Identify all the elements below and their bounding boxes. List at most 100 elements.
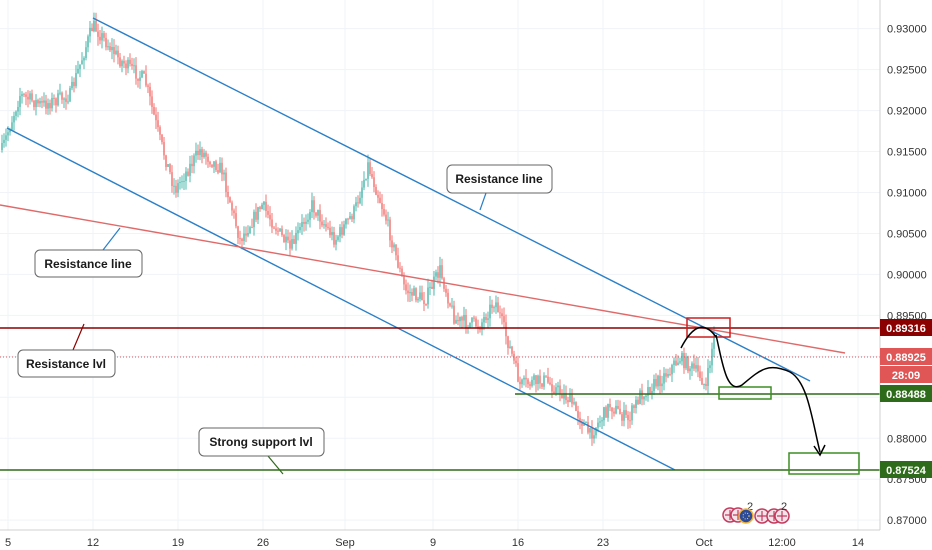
annotation-label: Resistance lvl [26,357,106,371]
candle-body [87,36,89,48]
annotation-resistance-line-upper[interactable]: Resistance line [446,164,553,211]
candle-body [83,57,85,61]
price-tag-strong-support: 0.87524 [880,461,932,478]
candle-body [621,414,623,421]
candle-body [561,393,563,399]
support-target-box [718,386,772,400]
candle-body [221,162,223,175]
candle-body [403,276,405,285]
candle-body [535,375,537,384]
candle-body [179,181,181,184]
candle-body [711,348,713,366]
candle-body [367,162,369,179]
candle-body [241,238,243,242]
flag-eu-icon[interactable] [738,508,754,524]
candle-body [323,224,325,226]
candle-body [31,93,33,101]
candle-body [261,204,263,210]
candle-body [169,164,171,173]
y-tick-label: 0.91000 [887,188,927,200]
candle-body [69,88,71,102]
candle-body [269,214,271,220]
candle-body [557,385,559,388]
candle-body [107,46,109,48]
time-axis[interactable]: 5 12 19 26 Sep 9 16 23 Oct 12:00 14 [5,537,864,549]
candle-body [697,365,699,372]
candle-body [99,36,101,41]
annotation-label: Resistance line [455,172,543,186]
candle-body [277,230,279,232]
candle-body [453,305,455,324]
candle-body [233,210,235,214]
annotation-resistance-line-lower[interactable]: Resistance line [34,227,143,278]
price-tag-support: 0.88488 [880,385,932,402]
candle-body [347,218,349,220]
candle-body [299,226,301,231]
candle-body [713,332,715,349]
candle-body [375,187,377,195]
candle-body [611,407,613,412]
candle-body [421,292,423,301]
candle-body [391,240,393,248]
candle-body [703,383,705,385]
candle-body [691,363,693,369]
candle-body [211,164,213,167]
candle-body [355,202,357,207]
candle-body [199,149,201,156]
event-count-badge: 2 [781,501,787,513]
candle-body [407,290,409,294]
candle-body [555,387,557,394]
candle-body [93,20,95,32]
candle-body [297,230,299,234]
candle-body [309,212,311,220]
candle-body [327,226,329,228]
price-tag-label: 0.87524 [886,465,927,477]
candle-body [617,405,619,409]
channel-upper-line [92,17,811,382]
y-tick-label: 0.92000 [887,106,927,118]
candle-body [509,346,511,348]
annotation-label: Strong support lvl [209,435,312,449]
candle-body [333,231,335,245]
candle-body [259,207,261,210]
candle-body [419,292,421,299]
annotation-strong-support-level[interactable]: Strong support lvl [198,427,325,475]
candle-body [639,390,641,404]
candle-body [139,77,141,81]
candle-body [133,65,135,67]
candle-body [615,405,617,414]
candle-body [473,317,475,319]
x-tick-label: 19 [172,537,184,549]
candle-body [699,371,701,378]
annotation-resistance-level[interactable]: Resistance lvl [17,323,116,378]
x-tick-label: 16 [512,537,524,549]
candle-body [709,365,711,368]
countdown-label: 28:09 [892,370,920,382]
candle-body [155,114,157,121]
candle-body [195,150,197,156]
price-tag-resistance: 0.89316 [880,319,932,336]
candle-body [229,197,231,203]
candle-body [505,322,507,337]
candle-body [679,361,681,363]
candle-body [619,408,621,415]
candle-body [237,226,239,238]
price-axis[interactable]: 0.93000 0.92500 0.92000 0.91500 0.91000 0.905… [887,24,927,527]
candle-body [253,211,255,228]
candle-body [187,171,189,176]
candle-body [503,316,505,323]
candle-body [653,379,655,392]
candle-body [125,63,127,69]
candle-body [385,214,387,221]
candle-body [567,400,569,403]
economic-events[interactable]: 2 2 [722,501,790,524]
candle-body [27,96,29,100]
candlestick-series [1,12,715,446]
candle-body [149,86,151,97]
y-tick-label: 0.88000 [887,433,927,445]
candle-body [705,383,707,386]
y-tick-label: 0.87000 [887,515,927,527]
projection-arrowhead [813,444,826,457]
candle-body [461,316,463,321]
